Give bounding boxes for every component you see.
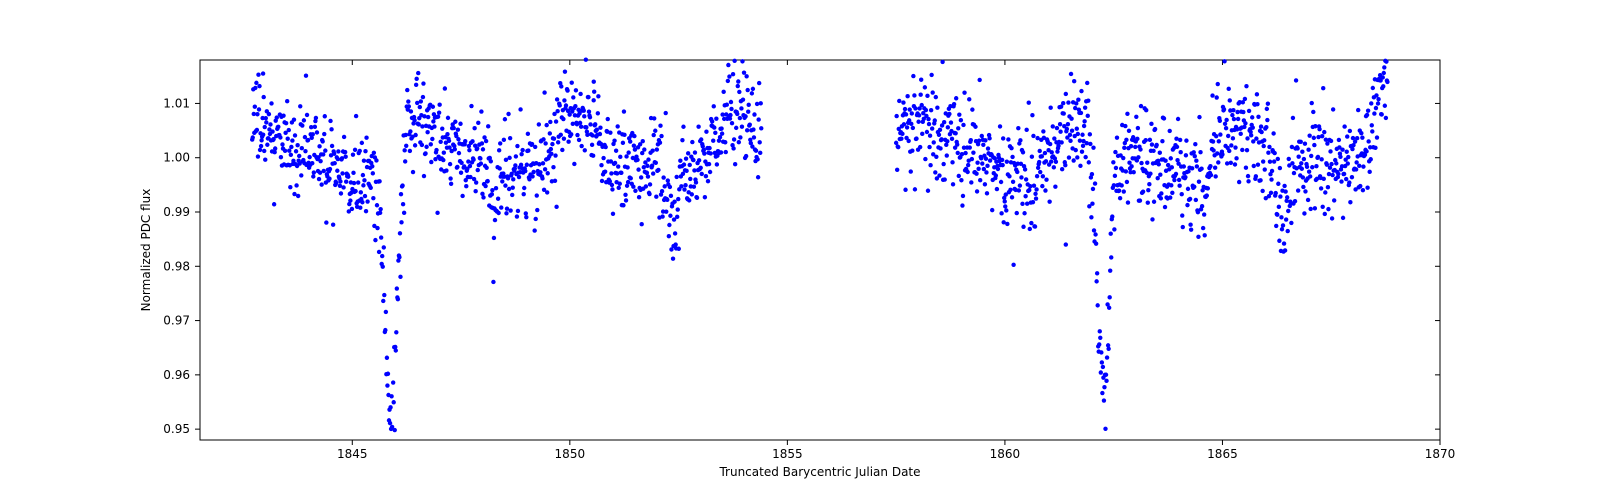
y-tick-label: 1.01	[163, 96, 190, 110]
x-tick-label: 1845	[337, 447, 368, 461]
x-tick-label: 1860	[990, 447, 1021, 461]
y-tick-label: 0.95	[163, 422, 190, 436]
y-tick-label: 0.97	[163, 314, 190, 328]
y-axis-label: Normalized PDC flux	[139, 189, 153, 312]
y-tick-label: 0.96	[163, 368, 190, 382]
x-axis-label: Truncated Barycentric Julian Date	[718, 465, 920, 479]
y-tick-label: 0.99	[163, 205, 190, 219]
x-tick-label: 1850	[555, 447, 586, 461]
y-tick-label: 0.98	[163, 259, 190, 273]
y-ticks: 0.95 0.96 0.97 0.98 0.99 1.00 1.01	[163, 96, 1440, 436]
x-tick-label: 1865	[1207, 447, 1238, 461]
scatter-points	[250, 58, 1390, 433]
x-tick-label: 1870	[1425, 447, 1456, 461]
x-tick-label: 1855	[772, 447, 803, 461]
y-tick-label: 1.00	[163, 151, 190, 165]
lightcurve-chart: 184518501855186018651870 0.950.960.970.9…	[0, 0, 1600, 500]
